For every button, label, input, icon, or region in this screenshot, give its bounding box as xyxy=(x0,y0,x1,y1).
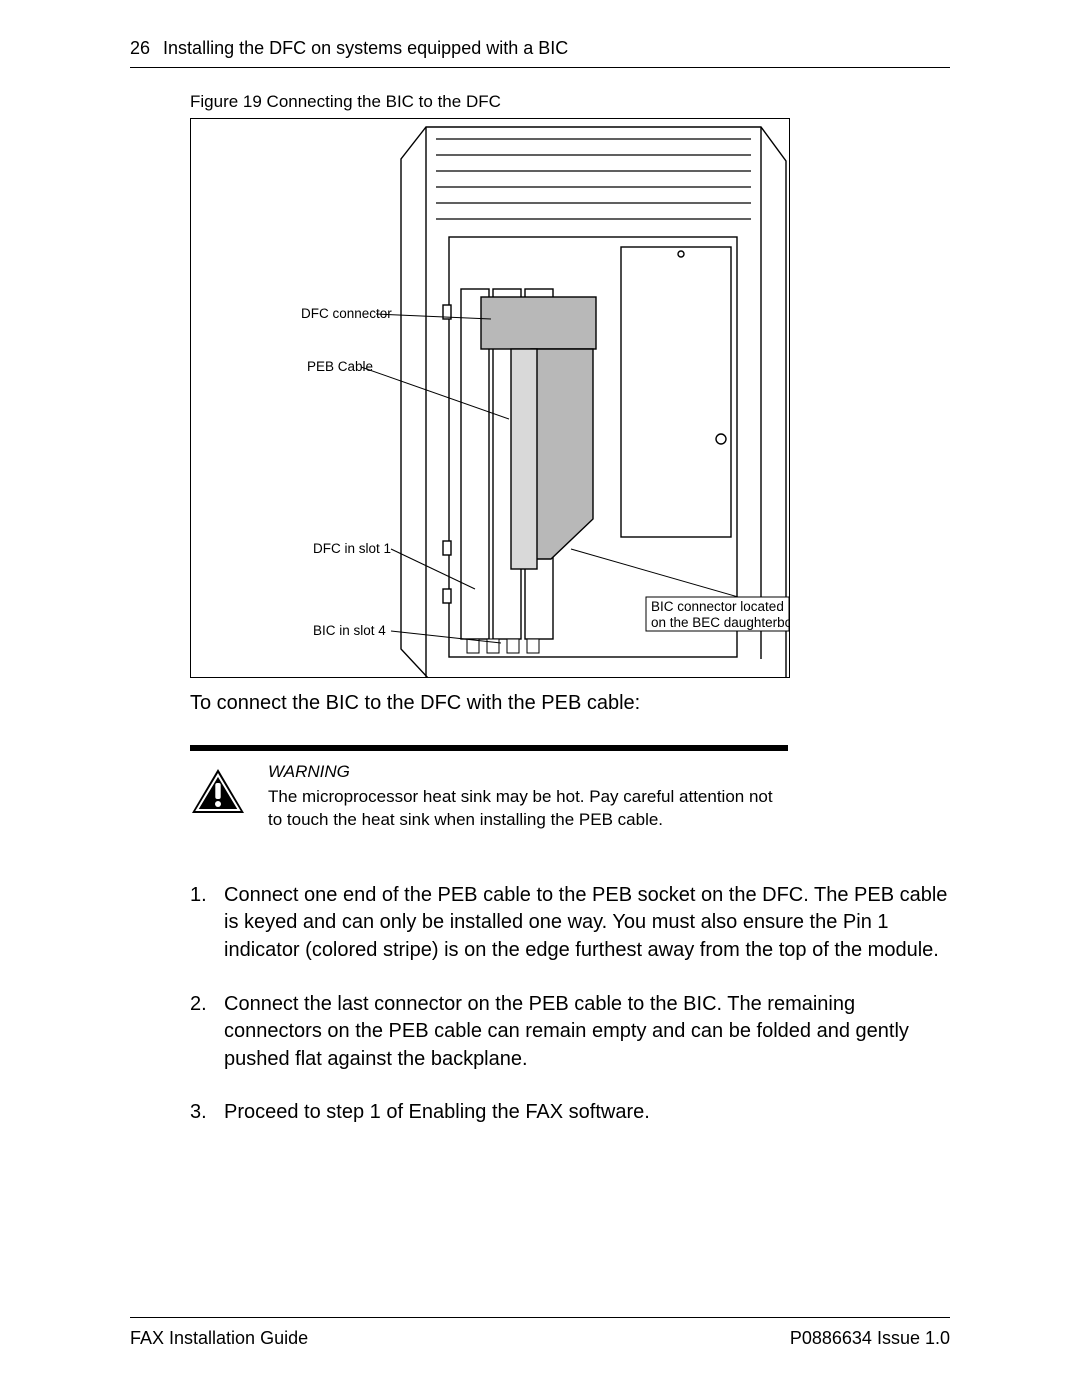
warning-text-wrap: WARNING The microprocessor heat sink may… xyxy=(268,761,788,832)
page-number: 26 xyxy=(130,38,150,58)
callout-dfc-connector: DFC connector xyxy=(301,306,392,321)
figure-box: DFC connector PEB Cable DFC in slot 1 BI… xyxy=(190,118,790,678)
callout-peb-cable: PEB Cable xyxy=(307,359,373,374)
footer-rule xyxy=(130,1317,950,1318)
steps-list: Connect one end of the PEB cable to the … xyxy=(190,882,950,1127)
figure-caption: Figure 19 Connecting the BIC to the DFC xyxy=(190,92,950,112)
header-rule xyxy=(130,67,950,68)
page: 26 Installing the DFC on systems equippe… xyxy=(0,0,1080,1397)
footer-left: FAX Installation Guide xyxy=(130,1328,308,1349)
warning-label: WARNING xyxy=(268,761,788,784)
warning-box: WARNING The microprocessor heat sink may… xyxy=(190,745,788,854)
footer-right: P0886634 Issue 1.0 xyxy=(790,1328,950,1349)
step-item: Connect one end of the PEB cable to the … xyxy=(190,882,950,965)
content-area: Figure 19 Connecting the BIC to the DFC xyxy=(130,92,950,1317)
callout-dfc-slot1: DFC in slot 1 xyxy=(313,541,391,556)
callout-bic-slot4: BIC in slot 4 xyxy=(313,623,386,638)
page-header: 26 Installing the DFC on systems equippe… xyxy=(130,38,950,67)
figure-svg xyxy=(191,119,790,678)
step-item: Connect the last connector on the PEB ca… xyxy=(190,991,950,1074)
step-item: Proceed to step 1 of Enabling the FAX so… xyxy=(190,1099,950,1127)
warning-icon xyxy=(190,761,254,832)
warning-body: The microprocessor heat sink may be hot.… xyxy=(268,787,773,829)
callout-bic-connector: BIC connector located on the BEC daughte… xyxy=(651,599,790,630)
page-footer: FAX Installation Guide P0886634 Issue 1.… xyxy=(130,1317,950,1359)
section-title: Installing the DFC on systems equipped w… xyxy=(163,38,568,58)
intro-text: To connect the BIC to the DFC with the P… xyxy=(190,692,950,715)
